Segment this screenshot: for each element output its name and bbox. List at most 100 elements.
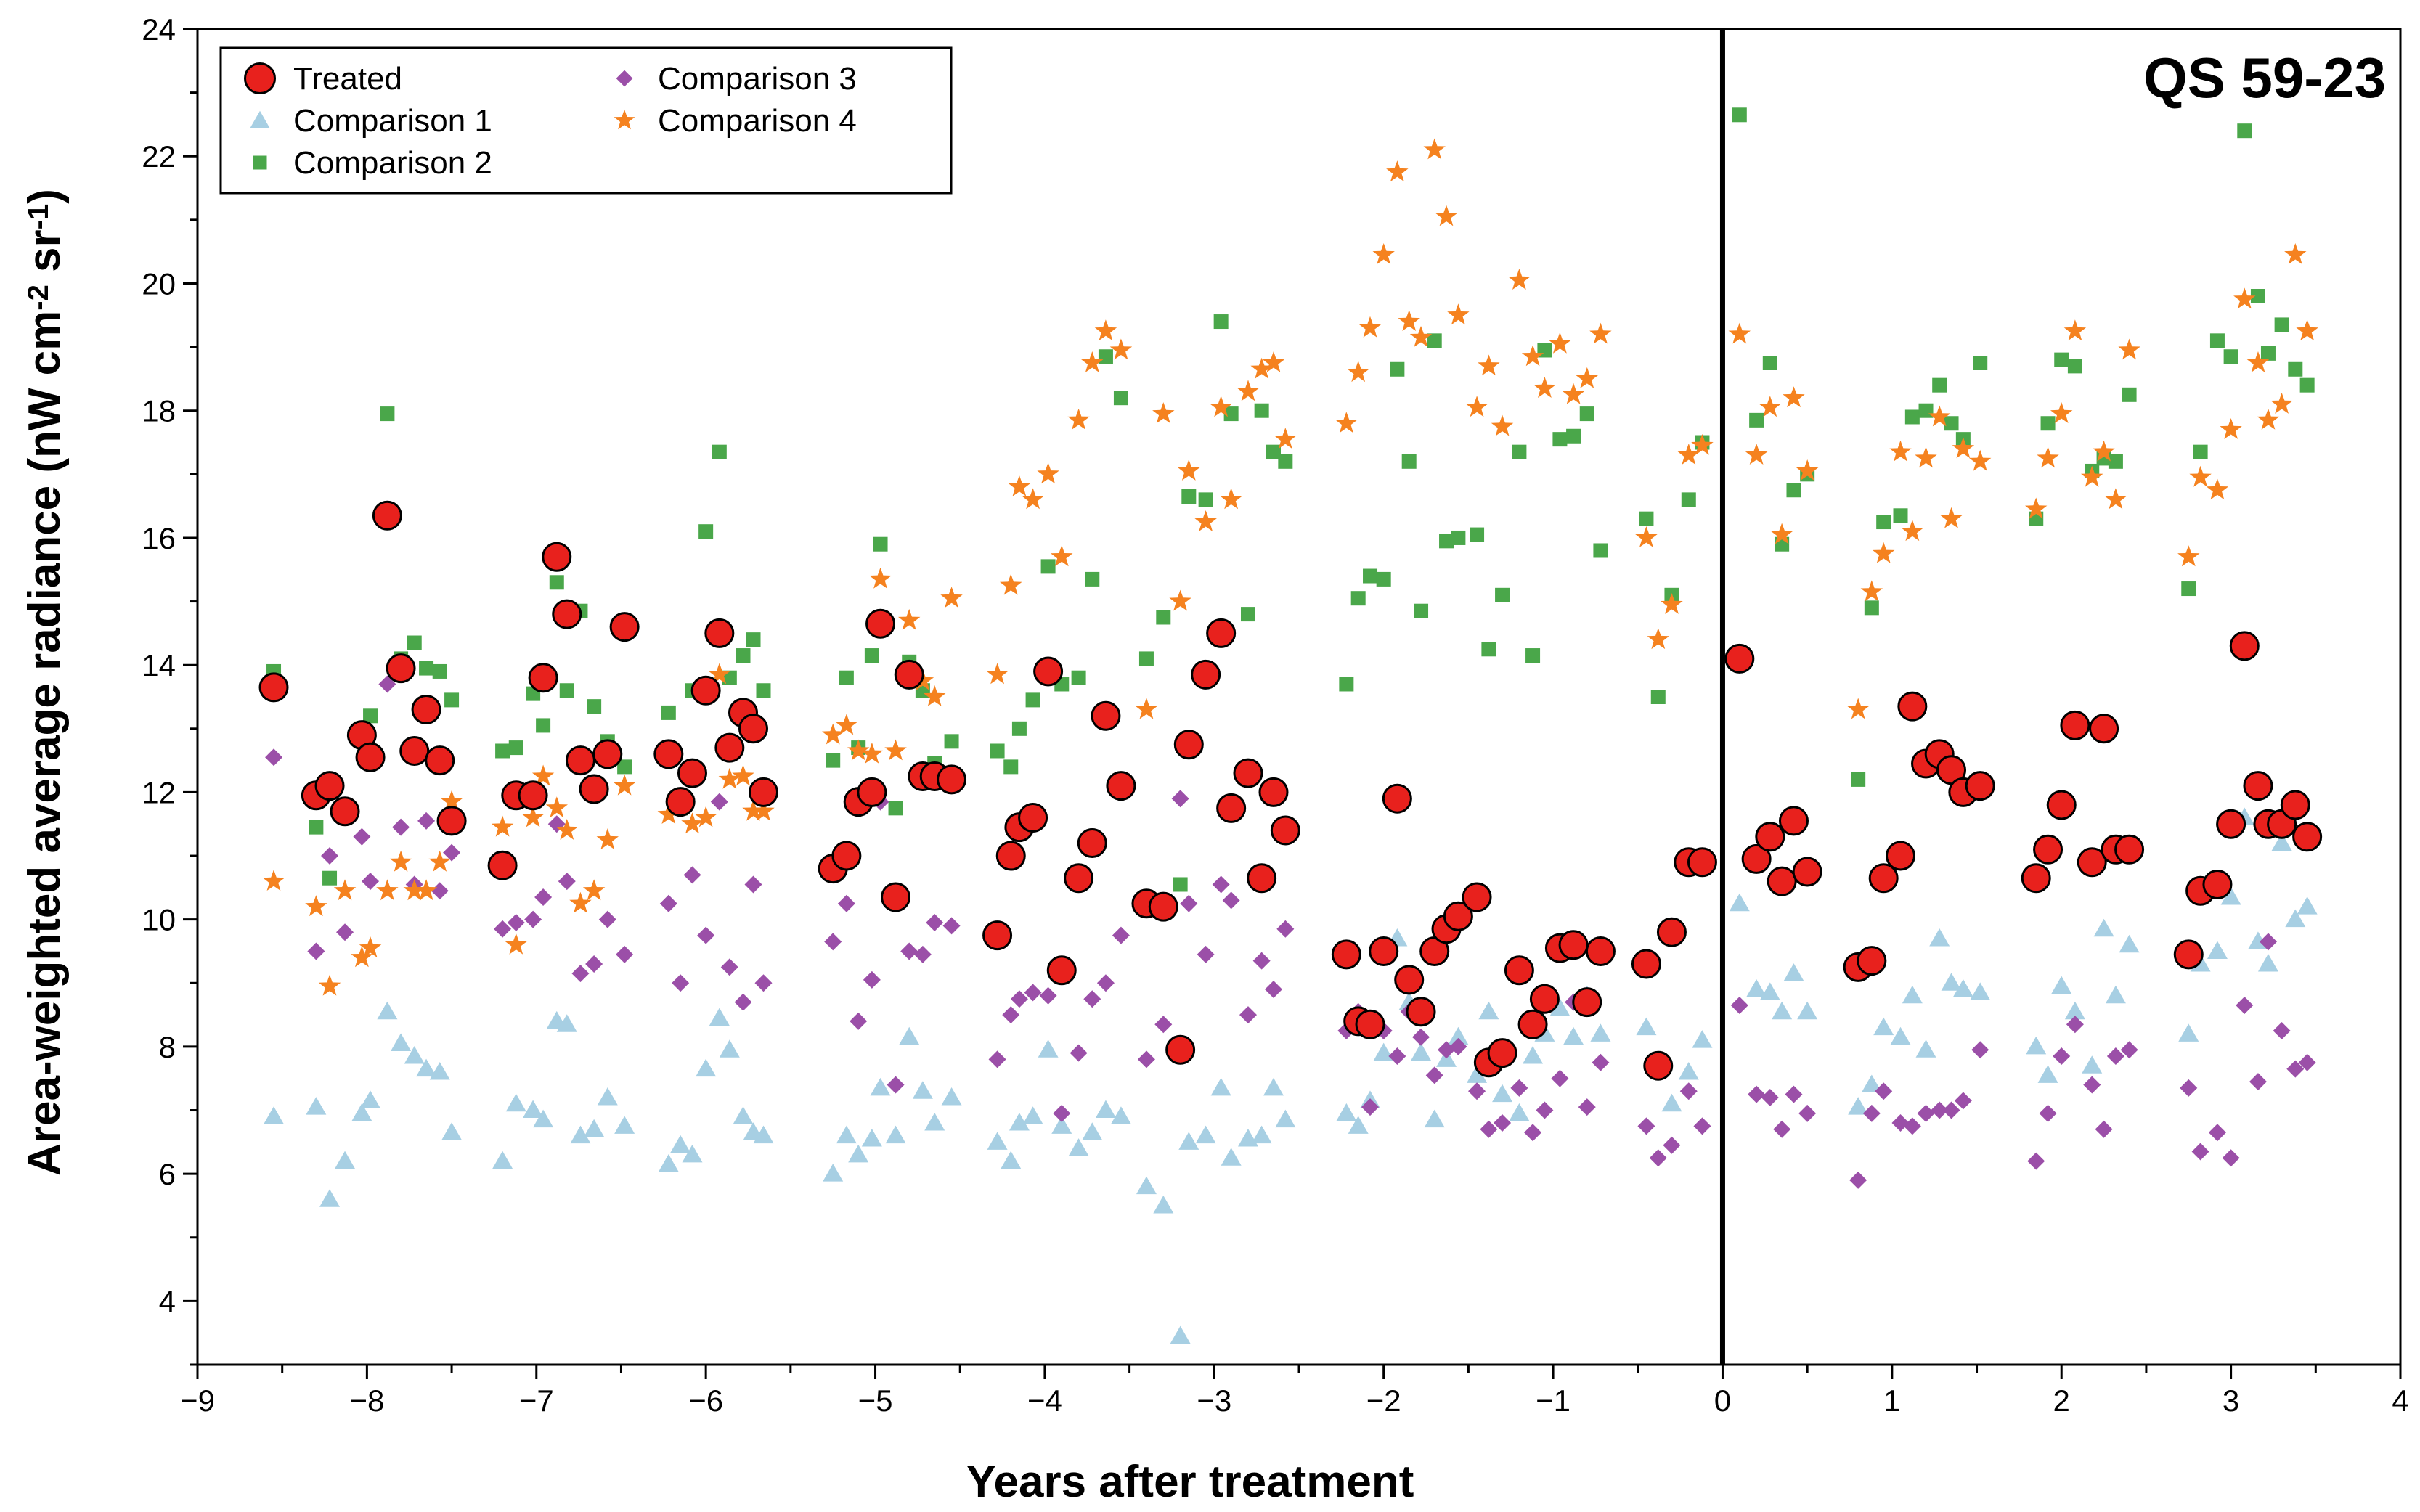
data-point	[822, 723, 844, 745]
data-point	[1449, 1037, 1467, 1055]
data-point	[1965, 771, 1995, 801]
data-point	[443, 843, 461, 862]
data-point	[265, 748, 283, 767]
data-point	[1136, 1176, 1157, 1195]
data-point	[944, 734, 959, 749]
data-point	[570, 1125, 591, 1144]
data-point	[411, 695, 441, 725]
data-point	[1796, 459, 1819, 481]
data-point	[1002, 1006, 1020, 1024]
data-point	[1222, 891, 1240, 910]
data-point	[1783, 386, 1805, 408]
data-point	[2257, 954, 2278, 972]
data-point	[2286, 1060, 2305, 1078]
data-point	[1095, 1100, 1116, 1119]
data-point	[898, 608, 921, 630]
data-point	[2207, 941, 2228, 959]
data-point	[937, 764, 967, 795]
data-point	[1770, 523, 1793, 544]
data-point	[1096, 974, 1115, 992]
data-point	[1562, 383, 1585, 404]
data-point	[1589, 322, 1612, 344]
data-point	[1732, 107, 1747, 123]
x-tick-label: −1	[1536, 1384, 1570, 1418]
series-comparison-1	[264, 807, 2318, 1344]
data-point	[392, 818, 410, 836]
data-point	[1656, 917, 1687, 947]
y-axis-title-part: sr	[20, 229, 70, 285]
data-point	[419, 661, 434, 676]
data-point	[1566, 428, 1581, 444]
data-point	[1361, 1098, 1380, 1116]
legend-label: Comparison 1	[293, 103, 492, 139]
data-point	[2298, 1053, 2316, 1071]
data-point	[318, 974, 341, 996]
data-point	[505, 1093, 526, 1112]
data-point	[1873, 1017, 1894, 1036]
data-point	[2027, 1152, 2045, 1170]
data-point	[1173, 730, 1204, 760]
data-point	[683, 866, 701, 884]
data-point	[1524, 1124, 1542, 1142]
data-point	[1970, 982, 1991, 1000]
data-point	[558, 873, 576, 891]
data-point	[1467, 1065, 1488, 1083]
data-point	[336, 923, 354, 941]
data-point	[1068, 1138, 1089, 1156]
data-point	[1931, 1101, 1949, 1119]
data-point	[1040, 559, 1056, 574]
data-point	[1038, 1039, 1059, 1058]
x-tick-label: −7	[519, 1384, 554, 1418]
data-point	[1051, 1116, 1072, 1134]
data-point	[661, 705, 676, 720]
data-point	[1504, 955, 1534, 986]
data-point	[1071, 670, 1086, 685]
data-point	[1643, 1050, 1674, 1081]
data-point	[2257, 408, 2280, 430]
data-point	[389, 850, 412, 872]
data-point	[1918, 403, 1934, 418]
data-point	[1523, 1046, 1544, 1064]
data-point	[1022, 488, 1044, 510]
data-point	[391, 1033, 412, 1052]
data-point	[1153, 1195, 1174, 1214]
data-point	[1929, 928, 1950, 947]
data-point	[1053, 1104, 1071, 1122]
data-point	[1915, 1039, 1936, 1058]
x-tick-label: −4	[1027, 1384, 1062, 1418]
data-point	[552, 599, 582, 629]
data-point	[2054, 352, 2069, 367]
data-point	[1745, 444, 1768, 465]
data-point	[1533, 377, 1556, 398]
data-point	[2270, 393, 2293, 414]
data-point	[404, 1046, 425, 1064]
data-point	[609, 612, 640, 642]
data-point	[2296, 319, 2318, 341]
data-point	[1917, 1104, 1935, 1122]
data-point	[1262, 351, 1285, 372]
data-point	[1861, 1074, 1882, 1092]
data-point	[709, 1008, 730, 1026]
data-point	[698, 524, 714, 539]
data-point	[2259, 933, 2277, 951]
data-point	[1492, 1084, 1513, 1103]
y-tick-label: 22	[142, 139, 176, 173]
x-tick-label: 0	[1714, 1384, 1731, 1418]
data-point	[1635, 526, 1658, 547]
legend-marker-comparison-1	[250, 110, 270, 128]
x-tick-label: 3	[2223, 1384, 2239, 1418]
data-point	[1592, 1053, 1610, 1071]
data-point	[2236, 996, 2254, 1014]
data-point	[732, 764, 754, 786]
legend-box	[219, 46, 953, 195]
data-point	[1070, 1044, 1088, 1062]
data-point	[1772, 1001, 1793, 1020]
data-point	[888, 801, 903, 816]
data-point	[1478, 354, 1500, 376]
data-point	[1631, 949, 1661, 979]
y-axis-title-superscript: -2	[23, 285, 54, 311]
data-point	[1278, 454, 1293, 469]
data-point	[2060, 710, 2090, 740]
data-point	[536, 718, 551, 733]
data-point	[1409, 326, 1433, 347]
